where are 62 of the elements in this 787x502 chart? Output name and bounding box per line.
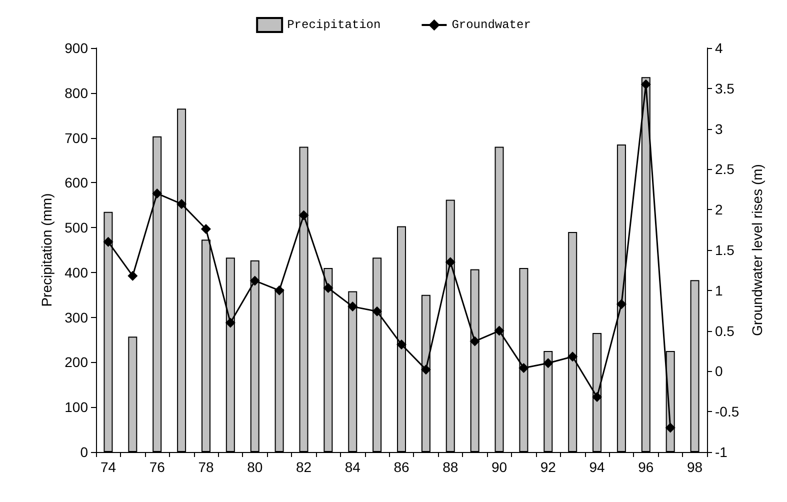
point	[250, 276, 260, 286]
y-tick-label: 200	[64, 354, 88, 370]
point	[152, 188, 162, 198]
point	[372, 306, 382, 316]
x-tick-label: 82	[296, 459, 312, 475]
y-tick-label: 600	[64, 174, 88, 191]
y-tick-label: 800	[64, 84, 88, 101]
point	[396, 340, 406, 350]
x-tick-label: 84	[344, 459, 361, 475]
y2-tick-label: 1	[715, 282, 723, 298]
y2-axis-title: Groundwater level rises (m)	[749, 164, 766, 336]
x-tick-label: 74	[100, 459, 116, 475]
y2-tick-label: 2.5	[715, 161, 735, 178]
y-tick-label: 400	[64, 264, 88, 280]
y-tick-label: 900	[64, 40, 88, 56]
x-tick-label: 88	[442, 459, 458, 475]
legend-label: Precipitation	[287, 18, 381, 32]
point	[200, 224, 211, 234]
y2-tick-label: 4	[715, 40, 723, 56]
x-tick-label: 98	[686, 459, 703, 475]
x-tick-label: 80	[247, 459, 263, 475]
x-tick-label: 90	[491, 459, 508, 475]
point	[640, 79, 651, 90]
x-tick-label: 78	[198, 459, 214, 475]
y-tick-label: 500	[64, 220, 88, 236]
point	[225, 318, 236, 328]
point	[348, 302, 358, 312]
y2-tick-label: -0.5	[715, 404, 740, 420]
point	[665, 422, 676, 433]
point	[543, 358, 554, 368]
x-tick-label: 86	[394, 459, 410, 475]
point	[445, 257, 456, 268]
point	[298, 210, 309, 220]
y-axis-title: Precipitation (mm)	[38, 193, 55, 307]
point	[323, 282, 334, 293]
y2-tick-label: 0.5	[715, 322, 735, 339]
y2-tick-label: 3.5	[715, 80, 735, 96]
point	[274, 285, 284, 296]
y2-tick-label: 3	[715, 120, 723, 137]
point	[420, 364, 431, 375]
y-tick-label: 700	[64, 130, 88, 146]
x-tick-label: 96	[638, 459, 654, 475]
y2-tick-label: -1	[715, 444, 728, 460]
x-tick-label: 76	[149, 459, 166, 475]
x-tick-label: 92	[540, 459, 556, 475]
point	[470, 336, 480, 346]
point	[128, 270, 138, 281]
y-tick-label: 100	[64, 399, 88, 416]
x-tick-label: 94	[589, 459, 606, 475]
y2-tick-label: 2	[715, 202, 723, 218]
y-tick-label: 300	[64, 309, 88, 326]
legend-label: Groundwater	[452, 18, 531, 32]
y2-tick-label: 0	[715, 363, 723, 380]
point	[568, 352, 578, 362]
point	[616, 299, 626, 310]
y-tick-label: 0	[80, 444, 88, 460]
point	[494, 326, 504, 336]
point	[518, 362, 529, 373]
point	[592, 392, 602, 402]
y2-tick-label: 1.5	[715, 242, 735, 258]
point	[176, 198, 187, 209]
point	[103, 236, 114, 247]
